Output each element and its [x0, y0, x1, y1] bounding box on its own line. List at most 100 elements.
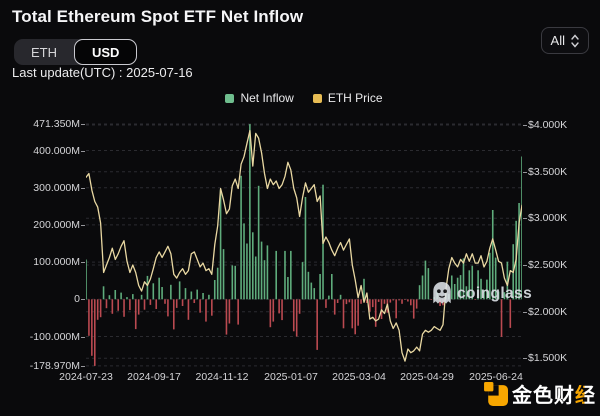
net-inflow-bar — [149, 299, 152, 305]
net-inflow-bar — [287, 277, 289, 300]
legend-swatch — [312, 93, 322, 103]
y-axis-label-left: 200.000M — [33, 219, 80, 231]
legend-item-net-inflow[interactable]: Net Inflow — [225, 91, 294, 105]
range-selector[interactable]: All — [540, 27, 589, 54]
net-inflow-bar — [170, 284, 172, 300]
net-inflow-bar — [190, 291, 193, 300]
net-inflow-bar — [430, 299, 433, 300]
net-inflow-bar — [380, 299, 383, 319]
net-inflow-bar — [491, 210, 494, 300]
legend-label: ETH Price — [327, 91, 383, 105]
net-inflow-bar — [401, 299, 403, 304]
y-axis-label-right: $2.000K — [528, 306, 568, 318]
net-inflow-bar — [178, 281, 181, 300]
net-inflow-bar — [284, 250, 286, 300]
net-inflow-bar — [410, 299, 412, 306]
net-inflow-bar — [114, 290, 117, 300]
axis-tick-mark — [81, 124, 85, 125]
coinglass-ghost-icon — [433, 282, 451, 304]
net-inflow-bar — [348, 299, 351, 303]
net-inflow-bar — [260, 241, 263, 300]
net-inflow-bar — [117, 299, 119, 311]
net-inflow-bar — [278, 299, 280, 314]
net-inflow-bar — [269, 299, 272, 328]
page-title: Total Ethereum Spot ETF Net Inflow — [12, 7, 304, 26]
net-inflow-bar — [266, 245, 269, 300]
net-inflow-bar — [392, 299, 395, 301]
unit-toggle: ETH USD — [14, 39, 138, 65]
toggle-option-usd[interactable]: USD — [74, 39, 138, 65]
net-inflow-bar — [345, 299, 348, 305]
x-axis-label: 2024-09-17 — [127, 371, 181, 383]
net-inflow-bar — [486, 279, 488, 300]
net-inflow-bar — [456, 277, 459, 300]
y-axis-label-right: $3.500K — [528, 166, 568, 178]
net-inflow-bar — [155, 299, 158, 309]
y-axis-label-left: 400.000M — [33, 145, 80, 157]
net-inflow-bar — [331, 274, 333, 300]
net-inflow-bar — [418, 285, 421, 300]
x-axis-label: 2025-03-04 — [332, 371, 386, 383]
legend-label: Net Inflow — [240, 91, 294, 105]
net-inflow-bar — [213, 280, 216, 300]
net-inflow-bar — [120, 292, 122, 300]
net-inflow-bar — [99, 299, 102, 318]
axis-tick-mark — [81, 225, 85, 226]
net-inflow-bar — [336, 299, 339, 303]
net-inflow-bar — [249, 124, 251, 300]
net-inflow-bar — [301, 262, 304, 300]
net-inflow-bar — [254, 256, 257, 300]
net-inflow-bar — [222, 249, 225, 300]
net-inflow-bar — [205, 299, 207, 322]
net-inflow-bar — [143, 299, 146, 310]
x-axis-label: 2025-01-07 — [264, 371, 318, 383]
net-inflow-bar — [500, 299, 503, 337]
updown-chevron-icon — [571, 33, 579, 48]
net-inflow-bar — [86, 259, 87, 300]
net-inflow-bar — [398, 299, 400, 301]
net-inflow-bar — [161, 287, 163, 300]
net-inflow-bar — [369, 299, 371, 312]
net-inflow-bar — [497, 291, 500, 300]
net-inflow-bar — [342, 299, 345, 329]
axis-tick-mark — [81, 151, 85, 152]
net-inflow-bar — [146, 275, 149, 300]
net-inflow-bar — [175, 299, 178, 308]
net-inflow-bar — [462, 258, 465, 300]
net-inflow-bar — [292, 299, 295, 332]
jinse-watermark-text: 金色财经 — [512, 385, 596, 407]
x-axis-label: 2025-04-29 — [400, 371, 454, 383]
y-axis-label-left: 300.000M — [33, 182, 80, 194]
toggle-option-eth[interactable]: ETH — [14, 39, 74, 65]
axis-tick-mark — [81, 188, 85, 189]
net-inflow-bar — [339, 294, 342, 300]
net-inflow-bar — [295, 299, 298, 337]
net-inflow-bar — [275, 250, 277, 300]
y-axis-label-left: 471.350M — [33, 118, 80, 130]
coinglass-watermark: coinglass — [431, 281, 532, 306]
net-inflow-bar — [225, 299, 228, 335]
net-inflow-bar — [325, 299, 327, 308]
eth-price-line — [86, 129, 522, 362]
net-inflow-bar — [263, 260, 266, 300]
net-inflow-bar — [193, 299, 196, 303]
net-inflow-bar — [246, 243, 248, 300]
net-inflow-bar — [412, 299, 415, 319]
axis-tick-mark — [81, 337, 85, 338]
axis-tick-mark — [523, 218, 527, 219]
y-axis-label-left: -178.970M — [29, 360, 80, 372]
net-inflow-bar — [140, 294, 143, 300]
legend-item-eth-price[interactable]: ETH Price — [312, 91, 383, 105]
net-inflow-bar — [307, 271, 310, 300]
net-inflow-bar — [421, 275, 424, 300]
axis-tick-mark — [81, 262, 85, 263]
net-inflow-bar — [132, 294, 134, 300]
net-inflow-bar — [126, 297, 128, 300]
net-inflow-bar — [243, 223, 245, 300]
chart-legend: Net Inflow ETH Price — [86, 91, 522, 105]
net-inflow-bar — [363, 278, 365, 300]
net-inflow-bar — [354, 299, 357, 335]
etf-inflow-price-chart — [86, 123, 522, 367]
net-inflow-bar — [111, 299, 114, 314]
net-inflow-bar — [272, 299, 275, 322]
